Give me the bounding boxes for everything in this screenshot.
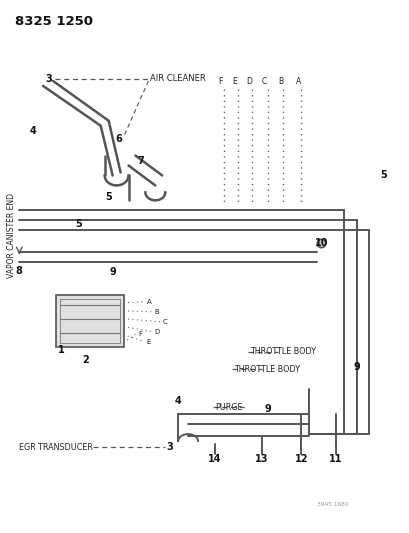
Text: B: B <box>154 309 159 315</box>
Text: 6: 6 <box>115 134 121 144</box>
Text: 1: 1 <box>58 344 64 354</box>
Text: 4: 4 <box>174 397 181 406</box>
Text: 5: 5 <box>105 192 112 203</box>
Text: 3: 3 <box>166 442 173 452</box>
Text: F: F <box>138 330 142 337</box>
Text: THROTTLE BODY: THROTTLE BODY <box>249 347 315 356</box>
Text: C: C <box>261 77 267 86</box>
Text: 7: 7 <box>137 156 144 166</box>
Text: 2: 2 <box>82 354 89 365</box>
Text: D: D <box>245 77 251 86</box>
Text: D: D <box>154 329 159 335</box>
Text: 13: 13 <box>254 454 268 464</box>
Text: 11: 11 <box>328 454 342 464</box>
Text: B: B <box>277 77 282 86</box>
Text: EGR TRANSDUCER: EGR TRANSDUCER <box>19 442 93 451</box>
Text: VAPOR CANISTER END: VAPOR CANISTER END <box>7 192 16 278</box>
Text: THROTTLE BODY: THROTTLE BODY <box>233 365 299 374</box>
Text: A: A <box>295 77 300 86</box>
Text: F: F <box>218 77 222 86</box>
Text: 5: 5 <box>380 171 386 181</box>
FancyBboxPatch shape <box>56 295 123 346</box>
Text: 9: 9 <box>109 267 116 277</box>
Text: 9: 9 <box>263 404 270 414</box>
Text: 3945 1680: 3945 1680 <box>317 502 348 507</box>
Text: 14: 14 <box>208 454 221 464</box>
Text: 9: 9 <box>353 362 360 373</box>
Text: E: E <box>146 338 151 345</box>
Text: 4: 4 <box>30 126 36 136</box>
Text: PURGE: PURGE <box>214 403 242 412</box>
Text: C: C <box>162 319 166 325</box>
Text: 12: 12 <box>294 454 307 464</box>
Text: 8325 1250: 8325 1250 <box>15 15 93 28</box>
Text: 10: 10 <box>314 238 327 248</box>
Text: 8: 8 <box>16 266 22 276</box>
Text: 5: 5 <box>75 219 82 229</box>
Text: E: E <box>232 77 236 86</box>
Text: AIR CLEANER: AIR CLEANER <box>150 75 206 84</box>
Text: 3: 3 <box>45 74 52 84</box>
Text: A: A <box>147 299 152 305</box>
